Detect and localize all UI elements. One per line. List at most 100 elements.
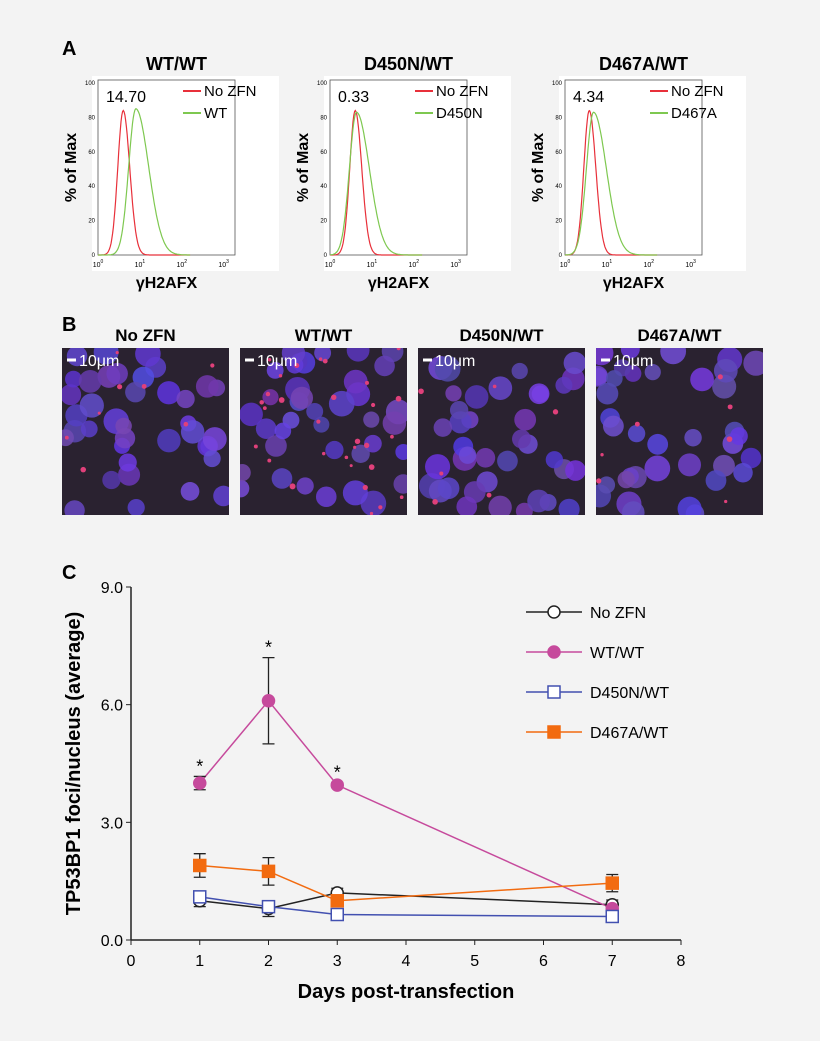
legend-label: WT/WT: [590, 645, 644, 662]
series-line: [199, 699, 613, 910]
x-axis-label: γH2AFX: [136, 275, 198, 292]
plot-background: [559, 76, 746, 271]
x-tick-label: 5: [470, 953, 479, 970]
scale-bar-label: 10μm: [435, 353, 475, 370]
nucleus: [488, 376, 513, 401]
nucleus: [740, 447, 762, 469]
x-tick-label: 100: [560, 259, 571, 269]
legend-label: No ZFN: [590, 605, 646, 622]
x-tick-label: 102: [408, 259, 419, 269]
x-tick-exponent: 0: [568, 259, 571, 265]
focus-spot: [354, 438, 361, 445]
nucleus: [433, 418, 453, 437]
nucleus: [274, 422, 292, 440]
percent-annotation: 14.70: [106, 89, 146, 106]
focus-spot: [486, 492, 492, 498]
y-tick-label: 0: [324, 253, 328, 259]
nucleus: [678, 453, 702, 477]
data-point: [547, 725, 561, 739]
legend-label: D467A/WT: [590, 725, 668, 742]
y-axis-label: % of Max: [63, 133, 80, 202]
nucleus: [497, 450, 518, 472]
nucleus: [563, 351, 587, 375]
x-tick-label: 100: [325, 259, 336, 269]
nucleus: [437, 477, 460, 500]
x-tick-label: 0: [127, 953, 136, 970]
focus-spot: [262, 406, 267, 411]
nucleus: [135, 341, 161, 367]
focus-spot: [316, 419, 321, 424]
micrograph-title: D450N/WT: [459, 326, 544, 345]
nucleus: [233, 463, 251, 482]
nucleus: [180, 481, 200, 501]
y-tick-label: 60: [555, 150, 562, 156]
y-tick-label: 9.0: [101, 580, 123, 597]
focus-spot: [278, 374, 283, 378]
data-point: [261, 899, 276, 914]
nucleus: [343, 369, 368, 394]
series-line: [199, 892, 613, 910]
nucleus: [729, 427, 748, 446]
y-tick-label: 20: [555, 219, 562, 225]
nucleus: [363, 411, 380, 428]
data-point: [261, 864, 276, 879]
focus-spot: [399, 495, 404, 500]
x-tick-exponent: 2: [416, 259, 419, 265]
panel-label-b: B: [62, 314, 77, 336]
y-tick-label: 0: [559, 253, 563, 259]
plot-title: D467A/WT: [599, 54, 688, 74]
legend-label: No ZFN: [204, 83, 257, 100]
y-tick-label: 6.0: [101, 698, 123, 715]
data-point: [547, 645, 561, 659]
significance-asterisk: *: [265, 638, 272, 658]
focus-spot: [717, 374, 723, 380]
focus-spot: [64, 435, 69, 440]
x-axis-label: γH2AFX: [368, 275, 430, 292]
x-tick-label: 8: [677, 953, 686, 970]
percent-annotation: 4.34: [573, 89, 604, 106]
nucleus: [65, 370, 82, 388]
focus-spot: [265, 391, 271, 397]
x-tick-label: 4: [402, 953, 411, 970]
nucleus: [527, 489, 551, 513]
nucleus: [306, 403, 324, 420]
plot-title: D450N/WT: [364, 54, 453, 74]
focus-spot: [368, 464, 375, 470]
focus-spot: [378, 505, 383, 510]
focus-spot: [322, 358, 328, 364]
focus-spot: [396, 346, 401, 351]
nucleus: [677, 496, 702, 521]
scale-bar-label: 10μm: [613, 353, 653, 370]
x-tick-label: 7: [608, 953, 617, 970]
nucleus: [342, 480, 368, 506]
focus-spot: [369, 511, 374, 516]
nucleus: [705, 470, 727, 491]
nucleus: [393, 474, 413, 494]
x-axis-label: γH2AFX: [603, 275, 665, 292]
focus-spot: [492, 384, 497, 389]
nucleus: [351, 444, 370, 464]
nucleus: [456, 496, 478, 518]
x-tick-exponent: 3: [458, 259, 461, 265]
nucleus: [314, 344, 332, 362]
legend-label: WT: [204, 105, 227, 122]
x-tick-label: 102: [176, 259, 187, 269]
x-tick-label: 101: [135, 259, 146, 269]
focus-spot: [210, 363, 215, 368]
focus-spot: [362, 484, 368, 491]
micrograph-title: No ZFN: [115, 326, 176, 345]
focus-spot: [80, 466, 87, 473]
nucleus: [195, 375, 219, 398]
nucleus: [644, 364, 661, 381]
plot-background: [92, 76, 279, 271]
y-axis-label: % of Max: [530, 133, 547, 202]
scale-bar-label: 10μm: [257, 353, 297, 370]
focus-spot: [726, 436, 733, 442]
focus-spot: [294, 362, 300, 369]
nucleus: [157, 428, 181, 453]
focus-spot: [267, 458, 272, 463]
nucleus: [325, 440, 344, 460]
legend-label: D467A: [671, 105, 717, 122]
nucleus: [588, 340, 614, 366]
